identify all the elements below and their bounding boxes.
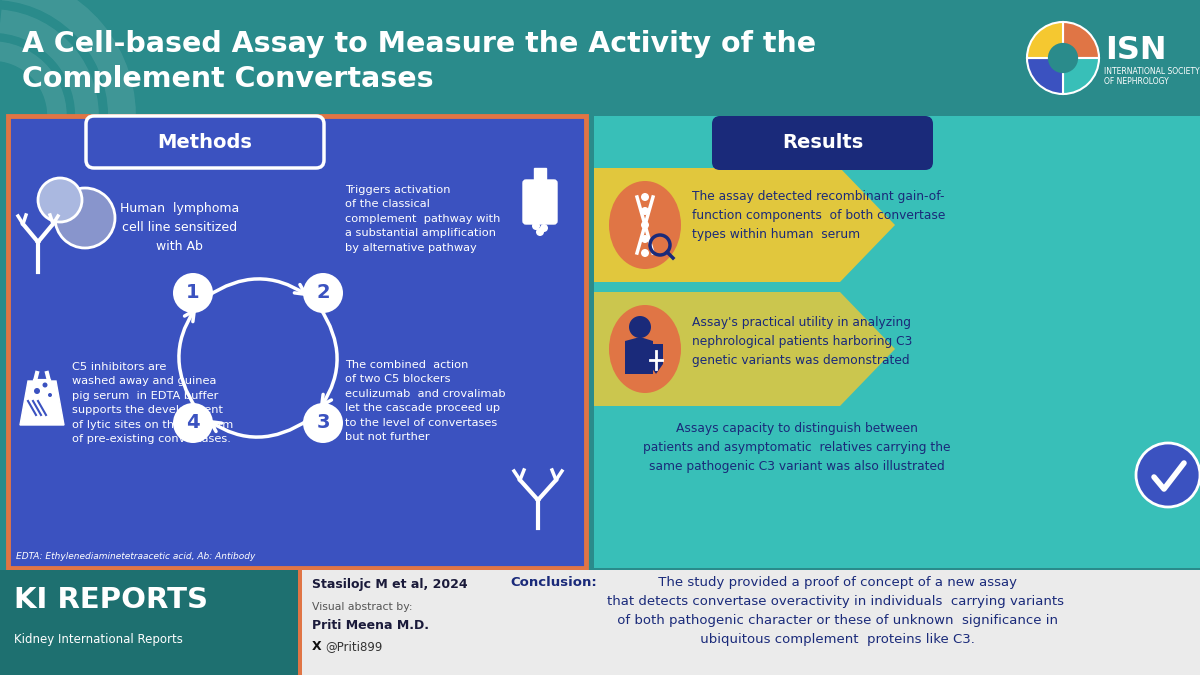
Text: A Cell-based Assay to Measure the Activity of the: A Cell-based Assay to Measure the Activi… bbox=[22, 30, 816, 58]
Circle shape bbox=[540, 224, 548, 232]
Circle shape bbox=[641, 249, 649, 257]
Circle shape bbox=[173, 403, 214, 443]
Text: 1: 1 bbox=[186, 284, 200, 302]
Circle shape bbox=[641, 235, 649, 243]
Text: EDTA: Ethylenediaminetetraacetic acid, Ab: Antibody: EDTA: Ethylenediaminetetraacetic acid, A… bbox=[16, 552, 256, 561]
FancyBboxPatch shape bbox=[8, 116, 586, 568]
Text: Assay's practical utility in analyzing
nephrological patients harboring C3
genet: Assay's practical utility in analyzing n… bbox=[692, 316, 912, 367]
Text: Methods: Methods bbox=[157, 132, 252, 151]
Text: C5 inhibitors are
washed away and guinea
pig serum  in EDTA buffer
supports the : C5 inhibitors are washed away and guinea… bbox=[72, 362, 233, 444]
Text: 2: 2 bbox=[316, 284, 330, 302]
Wedge shape bbox=[1027, 58, 1063, 94]
Ellipse shape bbox=[610, 181, 682, 269]
FancyBboxPatch shape bbox=[523, 180, 557, 224]
Bar bbox=[594, 116, 1200, 568]
Text: Priti Meena M.D.: Priti Meena M.D. bbox=[312, 619, 430, 632]
Text: Human  lymphoma
cell line sensitized
with Ab: Human lymphoma cell line sensitized with… bbox=[120, 202, 239, 253]
Bar bbox=[298, 570, 302, 675]
FancyBboxPatch shape bbox=[86, 116, 324, 168]
Text: Results: Results bbox=[782, 134, 863, 153]
Bar bbox=[0, 0, 1200, 116]
Text: 4: 4 bbox=[186, 414, 200, 433]
Text: Conclusion:: Conclusion: bbox=[510, 576, 596, 589]
Wedge shape bbox=[1063, 22, 1099, 58]
Text: OF NEPHROLOGY: OF NEPHROLOGY bbox=[1104, 77, 1169, 86]
Text: The study provided a proof of concept of a new assay
that detects convertase ove: The study provided a proof of concept of… bbox=[607, 576, 1064, 646]
Wedge shape bbox=[1027, 22, 1063, 58]
Circle shape bbox=[641, 221, 649, 229]
Text: INTERNATIONAL SOCIETY: INTERNATIONAL SOCIETY bbox=[1104, 67, 1200, 76]
Text: @Priti899: @Priti899 bbox=[325, 640, 383, 653]
Text: 3: 3 bbox=[317, 414, 330, 433]
Circle shape bbox=[42, 383, 48, 387]
Circle shape bbox=[536, 228, 544, 236]
Circle shape bbox=[48, 393, 52, 397]
Circle shape bbox=[641, 207, 649, 215]
FancyBboxPatch shape bbox=[712, 116, 934, 170]
Circle shape bbox=[532, 222, 540, 230]
Circle shape bbox=[302, 403, 343, 443]
Text: X: X bbox=[312, 640, 322, 653]
Circle shape bbox=[1136, 443, 1200, 507]
Circle shape bbox=[55, 188, 115, 248]
Circle shape bbox=[1048, 43, 1078, 73]
Text: Kidney International Reports: Kidney International Reports bbox=[14, 633, 182, 646]
Bar bbox=[0, 570, 1200, 675]
Text: The combined  action
of two C5 blockers
eculizumab  and crovalimab
let the casca: The combined action of two C5 blockers e… bbox=[346, 360, 505, 442]
Bar bbox=[0, 570, 300, 675]
Text: Assays capacity to distinguish between
patients and asymptomatic  relatives carr: Assays capacity to distinguish between p… bbox=[643, 422, 950, 473]
Polygon shape bbox=[20, 381, 64, 425]
Circle shape bbox=[34, 388, 40, 394]
Text: ISN: ISN bbox=[1105, 35, 1166, 66]
Wedge shape bbox=[1063, 58, 1099, 94]
Circle shape bbox=[641, 193, 649, 201]
Text: Complement Convertases: Complement Convertases bbox=[22, 65, 433, 93]
Text: The assay detected recombinant gain-of-
function components  of both convertase
: The assay detected recombinant gain-of- … bbox=[692, 190, 946, 241]
Polygon shape bbox=[594, 292, 895, 406]
Circle shape bbox=[38, 178, 82, 222]
Circle shape bbox=[629, 316, 650, 338]
Text: Visual abstract by:: Visual abstract by: bbox=[312, 602, 413, 612]
Circle shape bbox=[302, 273, 343, 313]
Ellipse shape bbox=[610, 305, 682, 393]
Text: Stasilojc M et al, 2024: Stasilojc M et al, 2024 bbox=[312, 578, 468, 591]
Bar bbox=[534, 168, 546, 186]
Text: Triggers activation
of the classical
complement  pathway with
a substantial ampl: Triggers activation of the classical com… bbox=[346, 185, 500, 252]
Text: KI REPORTS: KI REPORTS bbox=[14, 586, 208, 614]
Circle shape bbox=[173, 273, 214, 313]
Polygon shape bbox=[594, 168, 895, 282]
Polygon shape bbox=[625, 337, 653, 374]
Polygon shape bbox=[649, 344, 662, 374]
